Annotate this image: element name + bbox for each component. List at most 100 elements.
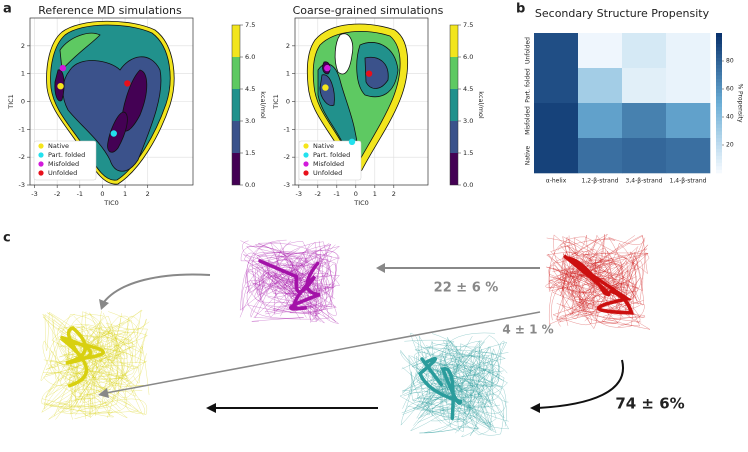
x-tick-label: -2	[54, 190, 60, 198]
protein-trace	[100, 318, 147, 419]
colorbar-step	[716, 131, 722, 135]
colorbar-step	[716, 113, 722, 118]
legend-label: Misfolded	[313, 160, 344, 168]
protein-trace	[556, 254, 641, 325]
colorbar-tick-label: 3.0	[245, 117, 255, 125]
protein-trace	[56, 315, 140, 395]
protein-trace	[562, 233, 619, 323]
colorbar-frame	[231, 24, 241, 186]
state-point	[348, 138, 356, 146]
protein-trace	[67, 329, 136, 420]
colorbar-band	[450, 153, 458, 185]
protein-trace	[561, 255, 651, 330]
x-tick-label: 1	[123, 190, 127, 198]
protein-trace	[246, 241, 334, 309]
legend-marker	[303, 170, 309, 176]
protein-trace	[552, 236, 620, 305]
colorbar-step	[716, 89, 722, 93]
protein-structures	[40, 233, 651, 438]
x-tick-label: 0	[100, 190, 104, 198]
protein-trace	[408, 354, 494, 430]
legend-label: Part. folded	[48, 151, 85, 159]
colorbar-step	[716, 82, 722, 86]
x-axis-label: TIC0	[103, 199, 119, 207]
colorbar-band	[232, 89, 240, 121]
colorbar-step	[716, 61, 722, 65]
colorbar-label: % Propensity	[737, 83, 744, 123]
state-point	[57, 82, 64, 90]
over-layer: -3 -2 -1 0 1 2 -3 -2 -1 0 1 2 Reference MD simulatio…	[7, 4, 744, 207]
legend-label: Unfolded	[313, 169, 342, 177]
state-point	[124, 80, 131, 87]
heatmap-cell	[622, 103, 667, 139]
colorbar-tick-label: 0.0	[463, 181, 473, 189]
colorbar-step	[716, 106, 722, 111]
chart-title: Coarse-grained simulations	[293, 4, 444, 17]
protein-trace	[549, 234, 639, 305]
protein-trace	[401, 343, 494, 412]
protein-trace	[244, 260, 335, 320]
protein-trace	[257, 240, 340, 307]
y-tick-label: -1	[284, 125, 290, 133]
colorbar-tick-label: 6.0	[245, 53, 255, 61]
colorbar-step	[716, 36, 722, 41]
protein-trace	[573, 251, 634, 328]
heatmap-cell	[622, 33, 667, 69]
protein-trace	[42, 314, 146, 419]
colorbar-step	[716, 50, 722, 55]
heatmap-cell	[666, 33, 711, 69]
colorbar-band	[232, 121, 240, 153]
protein-backbone	[562, 254, 634, 315]
protein-trace	[552, 235, 642, 323]
protein-trace	[246, 252, 337, 293]
colorbar-step	[716, 169, 722, 174]
protein-trace	[402, 377, 505, 427]
legend-label: Native	[313, 142, 334, 150]
protein-trace	[410, 354, 499, 432]
protein-trace	[43, 326, 138, 386]
legend-label: Part. folded	[313, 151, 350, 159]
x-tick-label: -1	[77, 190, 83, 198]
arrow-head	[99, 299, 109, 310]
protein-trace	[431, 332, 507, 425]
protein-trace	[569, 252, 650, 306]
chart-title: Reference MD simulations	[38, 4, 182, 17]
protein-trace	[556, 252, 650, 324]
chart-title: Secondary Structure Propensity	[535, 7, 710, 20]
protein-trace	[413, 349, 491, 426]
protein-trace	[431, 337, 503, 428]
protein-trace	[568, 235, 644, 298]
colorbar-step	[716, 71, 722, 76]
colorbar-step	[716, 92, 722, 97]
legend-marker	[38, 161, 44, 167]
protein-trace	[41, 327, 130, 416]
protein-trace	[549, 261, 622, 308]
protein-trace	[585, 234, 624, 309]
panel-label: b	[516, 2, 525, 17]
protein-trace	[250, 242, 330, 318]
colorbar-step	[716, 40, 722, 44]
protein-trace	[260, 241, 317, 301]
colorbar-band	[450, 57, 458, 89]
protein-trace	[404, 333, 501, 412]
protein-trace	[402, 340, 508, 398]
colorbar-tick-label: 4.5	[463, 85, 473, 93]
colorbar-step	[716, 85, 722, 90]
heatmap-cell	[578, 138, 623, 174]
protein-trace	[240, 240, 340, 318]
legend-box	[298, 140, 362, 181]
protein-trace	[423, 340, 493, 390]
colorbar-tick-label: 1.5	[463, 149, 473, 157]
protein-trace	[417, 361, 504, 420]
colorbar-tick-label: 40	[726, 114, 734, 121]
state-point	[324, 64, 331, 72]
colorbar-tick-label: 0.0	[245, 181, 255, 189]
colorbar-step	[716, 99, 722, 104]
y-tick-label: -2	[284, 153, 290, 161]
protein-trace	[402, 364, 508, 423]
colorbar-tick-label: 7.5	[245, 21, 255, 29]
y-tick-label: Misfolded	[525, 106, 532, 135]
colorbar-step	[716, 162, 722, 167]
y-tick-label: Part. folded	[525, 68, 532, 103]
colorbar-tick-label: 4.5	[245, 85, 255, 93]
